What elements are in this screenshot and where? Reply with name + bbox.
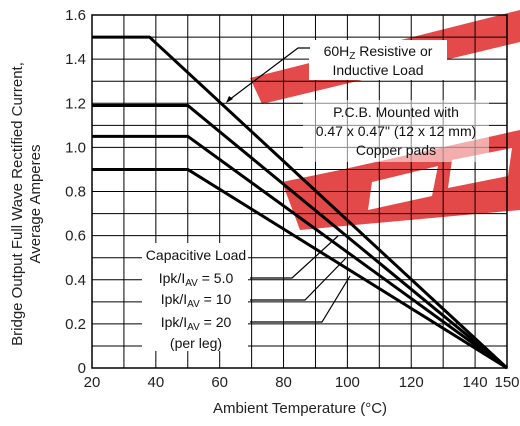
x-tick-label: 60 <box>211 374 228 391</box>
y-tick-label: 1.0 <box>65 139 86 156</box>
ratio1-sub: AV <box>185 278 198 289</box>
watermark-cutout-1 <box>368 166 438 210</box>
annotation-pcb: P.C.B. Mounted with 0.47 x 0.47" (12 x 1… <box>303 100 489 162</box>
capacitive-title: Capacitive Load <box>146 247 246 263</box>
ratio2-value: = 10 <box>200 291 232 307</box>
capacitive-per-leg: (per leg) <box>170 335 222 351</box>
x-tick-label: 40 <box>148 374 165 391</box>
derating-curve-2 <box>92 103 508 370</box>
x-tick-label: 20 <box>84 374 101 391</box>
svg-text:Ipk/IAV = 10: Ipk/IAV = 10 <box>161 291 232 310</box>
y-tick-label: 0 <box>78 360 86 377</box>
ratio3-sub: AV <box>187 322 200 333</box>
pcb-line3: Copper pads <box>356 142 436 158</box>
svg-text:Ipk/IAV = 20: Ipk/IAV = 20 <box>161 314 232 333</box>
y-axis-label-line1: Bridge Output Full Wave Rectified Curren… <box>9 62 26 346</box>
ratio2-sub: AV <box>187 299 200 310</box>
y-tick-label: 1.4 <box>65 51 86 68</box>
tick-labels: 20 40 60 80 100 120 140 150 0 0.2 0.4 0.6 0.8 1.0 1.2 1… <box>65 7 519 391</box>
y-tick-label: 0.4 <box>65 272 86 289</box>
plot-frame <box>91 14 508 369</box>
ratio1-prefix: Ipk/I <box>159 270 185 286</box>
svg-text:60HZ Resistive or: 60HZ Resistive or <box>324 43 433 62</box>
svg-text:Ipk/IAV = 5.0: Ipk/IAV = 5.0 <box>159 270 234 289</box>
x-tick-label: 100 <box>335 374 360 391</box>
y-axis-label-line2: Average Amperes <box>27 145 44 264</box>
resistive-line2: Inductive Load <box>332 62 423 78</box>
annotation-resistive: 60HZ Resistive or Inductive Load <box>226 40 447 103</box>
derating-curve-4 <box>92 167 508 370</box>
ratio1-value: = 5.0 <box>198 270 234 286</box>
y-tick-label: 1.6 <box>65 7 86 24</box>
pcb-line1: P.C.B. Mounted with <box>333 104 459 120</box>
y-tick-label: 1.2 <box>65 95 86 112</box>
annotation-capacitive: Capacitive Load Ipk/IAV = 5.0 Ipk/IAV = … <box>142 235 351 351</box>
x-tick-label: 140 <box>463 374 488 391</box>
x-tick-label: 150 <box>494 374 519 391</box>
ratio3-prefix: Ipk/I <box>161 314 187 330</box>
y-tick-label: 0.6 <box>65 228 86 245</box>
resistive-line1-sub: Z <box>349 51 355 62</box>
curves <box>92 35 509 370</box>
x-tick-label: 120 <box>399 374 424 391</box>
resistive-line1-rest: Resistive or <box>355 43 432 59</box>
ratio3-value: = 20 <box>200 314 232 330</box>
derating-curve-1 <box>92 35 509 370</box>
derating-curve-3 <box>92 134 508 370</box>
resistive-line1-prefix: 60H <box>324 43 350 59</box>
x-tick-label: 80 <box>275 374 292 391</box>
y-tick-label: 0.2 <box>65 316 86 333</box>
x-axis-label: Ambient Temperature (°C) <box>213 400 387 417</box>
ratio2-prefix: Ipk/I <box>161 291 187 307</box>
y-tick-label: 0.8 <box>65 184 86 201</box>
pcb-line2: 0.47 x 0.47" (12 x 12 mm) <box>316 123 477 139</box>
